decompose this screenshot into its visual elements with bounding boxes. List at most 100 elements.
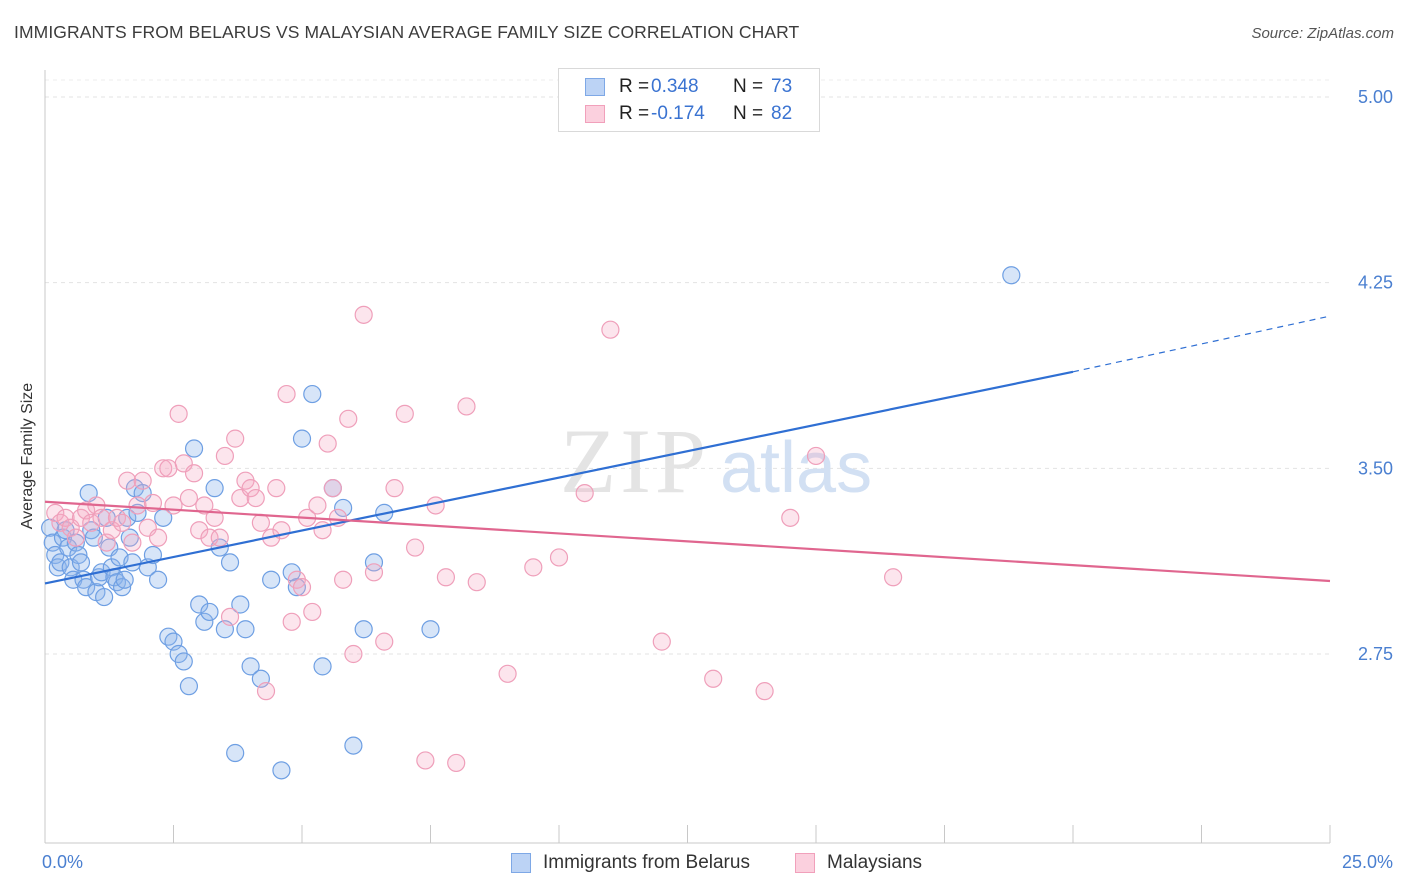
- point-belarus: [1002, 266, 1021, 285]
- point-malaysians: [375, 632, 394, 651]
- point-belarus: [313, 657, 332, 676]
- legend-r-label: R =: [619, 103, 650, 124]
- trend-lines: [44, 315, 1331, 585]
- point-belarus: [287, 578, 306, 597]
- legend-r-value: 0.348: [651, 76, 699, 97]
- point-malaysians: [601, 320, 620, 339]
- point-malaysians: [51, 513, 70, 532]
- legend-row-belarus: R = 0.348 N = 73: [585, 74, 792, 100]
- point-belarus: [236, 620, 255, 639]
- point-malaysians: [457, 397, 476, 416]
- point-malaysians: [282, 612, 301, 631]
- point-malaysians: [806, 446, 826, 466]
- point-belarus: [48, 558, 67, 577]
- bottom-legend-label-malaysians: Malaysians: [827, 852, 923, 873]
- point-malaysians: [339, 409, 358, 428]
- point-belarus: [120, 528, 139, 547]
- point-malaysians: [308, 496, 327, 515]
- y-tick-labels: 2.75 3.50 4.25 5.00: [1358, 87, 1393, 664]
- point-malaysians: [575, 483, 594, 503]
- point-belarus: [364, 553, 384, 572]
- point-malaysians: [56, 508, 75, 527]
- point-belarus: [195, 612, 214, 631]
- watermark-atlas: atlas: [720, 428, 872, 508]
- point-malaysians: [524, 558, 543, 577]
- point-malaysians: [426, 496, 445, 515]
- x-axis-min-label: 0.0%: [42, 852, 84, 872]
- y-tick-label: 2.75: [1358, 644, 1393, 664]
- point-belarus: [148, 570, 168, 589]
- point-malaysians: [251, 513, 270, 532]
- point-belarus: [421, 620, 440, 639]
- point-malaysians: [241, 479, 260, 498]
- series-malaysians-points: [46, 305, 903, 773]
- point-belarus: [179, 677, 199, 696]
- point-malaysians: [292, 578, 312, 597]
- point-malaysians: [128, 496, 147, 515]
- point-malaysians: [82, 513, 101, 532]
- point-belarus: [231, 595, 250, 614]
- point-malaysians: [405, 538, 425, 557]
- point-malaysians: [344, 644, 363, 664]
- bottom-legend-malaysians: Malaysians: [795, 852, 922, 874]
- watermark-zip: ZIP: [560, 410, 710, 512]
- point-malaysians: [267, 479, 286, 498]
- point-belarus: [95, 587, 114, 607]
- chart-title: IMMIGRANTS FROM BELARUS VS MALAYSIAN AVE…: [14, 22, 800, 42]
- legend-n-label: N =: [733, 76, 764, 97]
- correlation-legend: R = 0.348 N = 73 R = -0.174 N = 82: [558, 68, 820, 132]
- legend-n-label: N =: [733, 103, 764, 124]
- point-malaysians: [226, 429, 245, 448]
- point-malaysians: [549, 548, 569, 567]
- point-malaysians: [781, 508, 800, 527]
- point-malaysians: [755, 682, 774, 701]
- point-malaysians: [416, 751, 435, 770]
- point-malaysians: [364, 563, 384, 582]
- legend-n-value: 82: [771, 103, 793, 124]
- point-malaysians: [159, 459, 178, 478]
- point-belarus: [51, 553, 70, 572]
- point-malaysians: [118, 471, 137, 490]
- point-belarus: [292, 429, 312, 448]
- point-belarus: [115, 570, 134, 589]
- bottom-legend-label-belarus: Immigrants from Belarus: [543, 852, 750, 873]
- point-belarus: [112, 578, 132, 597]
- point-malaysians: [190, 521, 209, 540]
- point-malaysians: [498, 664, 517, 683]
- point-belarus: [190, 595, 209, 614]
- point-malaysians: [195, 496, 214, 515]
- point-malaysians: [277, 384, 296, 404]
- point-malaysians: [133, 471, 152, 490]
- point-malaysians: [652, 632, 671, 651]
- y-tick-label: 5.00: [1358, 87, 1393, 107]
- point-malaysians: [164, 496, 183, 515]
- chart-source: Source: ZipAtlas.com: [1251, 25, 1394, 42]
- trend-line-malaysians: [44, 500, 1331, 583]
- point-belarus: [118, 508, 137, 527]
- point-malaysians: [467, 573, 486, 592]
- point-malaysians: [179, 488, 199, 508]
- point-malaysians: [215, 446, 234, 466]
- legend-swatch-belarus: [585, 78, 605, 96]
- point-belarus: [184, 439, 204, 458]
- point-belarus: [71, 553, 91, 572]
- point-belarus: [262, 570, 281, 589]
- point-malaysians: [148, 528, 168, 547]
- point-belarus: [226, 743, 245, 763]
- point-belarus: [174, 652, 193, 671]
- point-belarus: [205, 479, 224, 498]
- point-belarus: [354, 620, 373, 639]
- point-malaysians: [154, 459, 173, 478]
- point-malaysians: [107, 508, 127, 527]
- point-belarus: [344, 736, 363, 755]
- watermark: ZIP atlas: [560, 410, 872, 512]
- point-malaysians: [704, 669, 723, 688]
- point-malaysians: [385, 479, 404, 498]
- point-belarus: [220, 553, 240, 572]
- point-malaysians: [883, 568, 903, 587]
- legend-n-value: 73: [771, 76, 793, 97]
- point-belarus: [272, 761, 291, 780]
- point-belarus: [159, 627, 178, 646]
- point-malaysians: [92, 508, 111, 527]
- bottom-legend-swatch-belarus: [511, 853, 531, 873]
